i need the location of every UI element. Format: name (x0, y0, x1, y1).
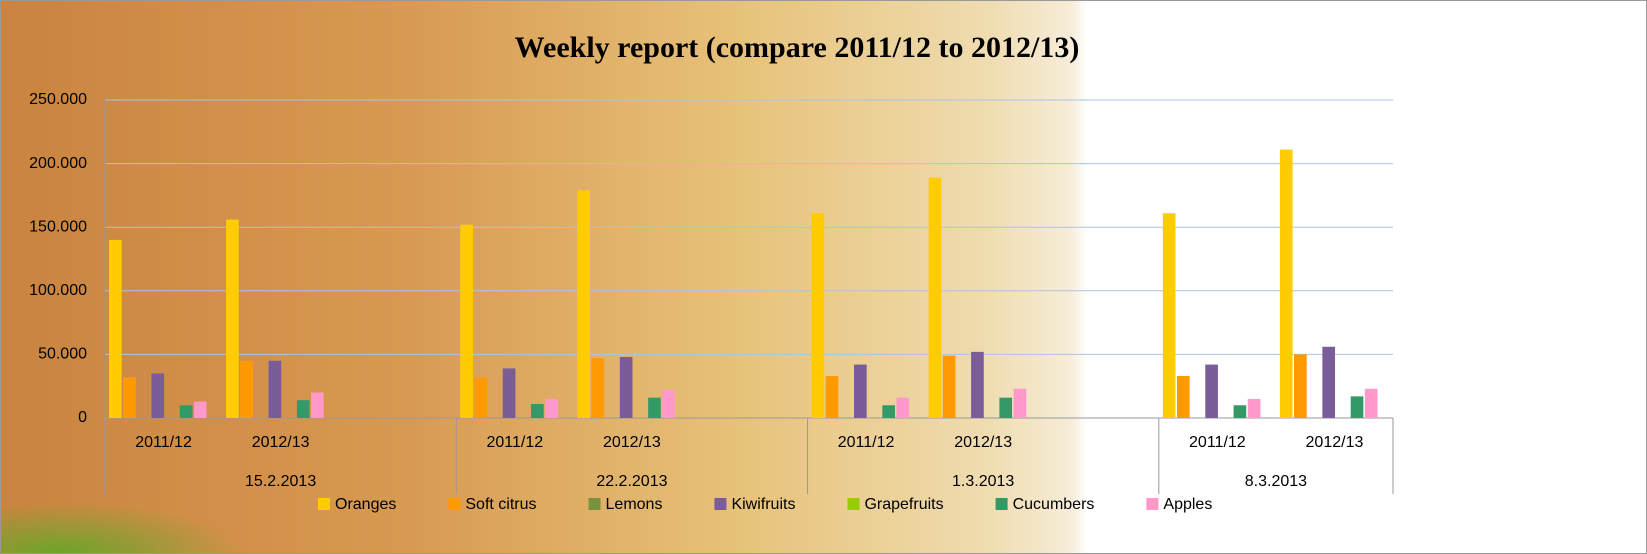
y-tick-label: 150.000 (29, 218, 87, 235)
bar (1364, 388, 1378, 418)
y-tick-label: 200.000 (29, 155, 87, 172)
chart-title: Weekly report (compare 2011/12 to 2012/1… (515, 31, 1080, 64)
legend-label: Lemons (606, 496, 663, 513)
bar (1279, 149, 1293, 418)
bar (460, 224, 473, 418)
bar (1205, 364, 1218, 418)
bar (619, 356, 633, 418)
bar (1322, 346, 1336, 418)
bar (1233, 405, 1247, 418)
legend-label: Apples (1163, 496, 1212, 513)
legend-swatch (714, 498, 727, 510)
bar (648, 397, 661, 418)
bar (928, 177, 942, 418)
x-tick-label: 2011/12 (486, 434, 543, 451)
legend-label: Grapefruits (864, 496, 943, 513)
bar (854, 364, 867, 418)
bar (825, 376, 839, 418)
bar (268, 360, 282, 418)
bar (474, 377, 488, 418)
bar (1294, 354, 1307, 418)
bar (971, 351, 984, 418)
x-tick-label: 2011/12 (1189, 434, 1246, 451)
x-tick-label: 2012/13 (603, 434, 661, 451)
x-tick-label: 2012/13 (252, 434, 310, 451)
bar (296, 400, 310, 418)
bar (502, 368, 516, 418)
bar (1350, 396, 1364, 418)
bar (226, 219, 239, 418)
group-label: 22.2.2013 (596, 473, 667, 490)
y-tick-label: 100.000 (29, 282, 87, 299)
bar (545, 398, 558, 418)
bar (1176, 376, 1190, 418)
legend-swatch (1146, 498, 1159, 510)
bar (151, 373, 165, 418)
bar (662, 390, 675, 418)
x-tick-label: 2011/12 (135, 434, 192, 451)
x-tick-label: 2012/13 (1306, 434, 1364, 451)
legend-label: Oranges (335, 496, 396, 513)
bar (811, 213, 825, 418)
legend-label: Cucumbers (1013, 496, 1095, 513)
legend-swatch (995, 498, 1008, 510)
legend-swatch (588, 498, 601, 510)
bar (896, 397, 910, 418)
y-tick-label: 50.000 (38, 346, 87, 363)
bar (942, 355, 956, 418)
y-tick-label: 0 (78, 409, 87, 426)
bar (311, 392, 324, 418)
bar (1162, 213, 1176, 418)
bar (531, 404, 544, 418)
bar (123, 377, 136, 418)
y-tick-label: 250.000 (29, 91, 87, 108)
group-label: 15.2.2013 (245, 473, 316, 490)
bar (109, 239, 122, 418)
bar (1247, 398, 1261, 418)
group-label: 8.3.2013 (1245, 473, 1307, 490)
bar (179, 405, 193, 418)
legend-label: Kiwifruits (731, 496, 795, 513)
bar (193, 401, 207, 418)
legend-label: Soft citrus (465, 496, 536, 513)
bar (999, 397, 1013, 418)
x-tick-label: 2011/12 (838, 434, 895, 451)
legend-swatch (448, 498, 461, 510)
bar (591, 358, 605, 418)
bar (882, 405, 895, 418)
bar (1013, 388, 1027, 418)
group-label: 1.3.2013 (952, 473, 1014, 490)
legend-swatch (847, 498, 860, 510)
bar (577, 190, 591, 418)
x-tick-label: 2012/13 (954, 434, 1012, 451)
bar (240, 360, 253, 418)
legend-swatch (318, 498, 330, 510)
